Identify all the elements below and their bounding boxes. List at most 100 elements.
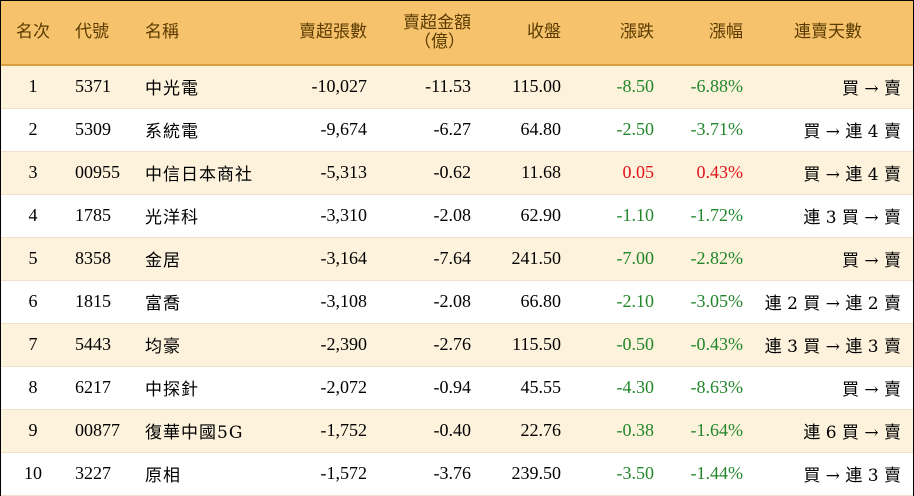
header-code: 代號 [65,1,127,66]
rank-cell: 4 [1,194,65,238]
consecutive-days-cell: 連 3 買 → 連 3 賣 [743,323,913,367]
net-sell-amount-cell: -0.94 [367,366,471,410]
rank-cell: 3 [1,151,65,195]
header-close: 收盤 [471,1,561,66]
close-price-cell: 45.55 [471,366,561,410]
consecutive-days-cell: 買 → 賣 [743,237,913,281]
table-row: 8 6217 中探針 -2,072 -0.94 45.55 -4.30 -8.63% 買 → 賣 [1,366,913,410]
net-sell-amount-cell: -2.08 [367,280,471,324]
net-sell-lots-cell: -3,164 [247,237,367,281]
change-pct-cell: -8.63% [654,366,743,410]
header-rank: 名次 [1,1,65,66]
close-price-cell: 11.68 [471,151,561,195]
consecutive-days-cell: 買 → 連 4 賣 [743,108,913,152]
rank-cell: 9 [1,409,65,453]
close-price-cell: 115.50 [471,323,561,367]
net-sell-amount-cell: -0.40 [367,409,471,453]
code-cell: 1785 [65,194,127,238]
stock-name-cell: 均豪 [127,323,247,367]
net-sell-lots-cell: -3,108 [247,280,367,324]
code-cell: 5309 [65,108,127,152]
table-row: 6 1815 富喬 -3,108 -2.08 66.80 -2.10 -3.05% 連 2 買 … [1,280,913,324]
change-pct-cell: -1.64% [654,409,743,453]
change-cell: -0.50 [561,323,654,367]
code-cell: 8358 [65,237,127,281]
table-row: 4 1785 光洋科 -3,310 -2.08 62.90 -1.10 -1.72% 連 3 買… [1,194,913,238]
rank-cell: 6 [1,280,65,324]
header-change: 漲跌 [561,1,654,66]
table-row: 2 5309 系統電 -9,674 -6.27 64.80 -2.50 -3.71% 買 → 連… [1,108,913,152]
net-sell-amount-cell: -7.64 [367,237,471,281]
net-sell-amount-cell: -6.27 [367,108,471,152]
consecutive-days-cell: 買 → 連 3 賣 [743,452,913,496]
consecutive-days-cell: 連 6 買 → 賣 [743,409,913,453]
close-price-cell: 66.80 [471,280,561,324]
stock-name-cell: 中信日本商社 [127,151,252,195]
change-pct-cell: -6.88% [654,65,743,109]
table-row: 7 5443 均豪 -2,390 -2.76 115.50 -0.50 -0.43% 連 3 買… [1,323,913,367]
close-price-cell: 22.76 [471,409,561,453]
net-sell-amount-cell: -2.08 [367,194,471,238]
net-sell-lots-cell: -2,072 [247,366,367,410]
table-row: 1 5371 中光電 -10,027 -11.53 115.00 -8.50 -6.88% 買 … [1,65,913,109]
header-net-sell-amount: 賣超金額 （億） [367,1,471,66]
table-row: 10 3227 原相 -1,572 -3.76 239.50 -3.50 -1.44% 買 → … [1,452,913,496]
stock-name-cell: 富喬 [127,280,247,324]
stock-name-cell: 復華中國5G [127,409,247,453]
code-cell: 00955 [65,151,127,195]
stock-name-cell: 原相 [127,452,247,496]
net-sell-lots-cell: -1,572 [247,452,367,496]
change-cell: -7.00 [561,237,654,281]
change-cell: 0.05 [561,151,654,195]
code-cell: 1815 [65,280,127,324]
change-pct-cell: -2.82% [654,237,743,281]
close-price-cell: 241.50 [471,237,561,281]
consecutive-days-cell: 連 2 買 → 連 2 賣 [743,280,913,324]
stock-name-cell: 光洋科 [127,194,247,238]
close-price-cell: 62.90 [471,194,561,238]
table-row: 5 8358 金居 -3,164 -7.64 241.50 -7.00 -2.82% 買 → 賣 [1,237,913,281]
net-sell-amount-cell: -2.76 [367,323,471,367]
change-cell: -8.50 [561,65,654,109]
net-sell-lots-cell: -3,310 [247,194,367,238]
header-net-sell-amount-line2: （億） [414,31,465,52]
header-net-sell-amount-line1: 賣超金額 [403,12,471,33]
stock-name-cell: 金居 [127,237,247,281]
change-pct-cell: -0.43% [654,323,743,367]
stock-name-cell: 中光電 [127,65,247,109]
consecutive-days-cell: 買 → 賣 [743,366,913,410]
code-cell: 5443 [65,323,127,367]
rank-cell: 2 [1,108,65,152]
consecutive-days-cell: 買 → 連 4 賣 [743,151,913,195]
header-name: 名稱 [127,1,247,66]
consecutive-days-cell: 買 → 賣 [743,65,913,109]
change-cell: -1.10 [561,194,654,238]
close-price-cell: 64.80 [471,108,561,152]
code-cell: 00877 [65,409,127,453]
change-pct-cell: -1.72% [654,194,743,238]
consecutive-days-cell: 連 3 買 → 賣 [743,194,913,238]
change-cell: -2.50 [561,108,654,152]
stock-name-cell: 中探針 [127,366,247,410]
change-pct-cell: -3.71% [654,108,743,152]
stock-name-cell: 系統電 [127,108,247,152]
close-price-cell: 115.00 [471,65,561,109]
code-cell: 6217 [65,366,127,410]
table-header-row: 名次 代號 名稱 賣超張數 賣超金額 （億） 收盤 漲跌 漲幅 連賣天數 [1,1,913,66]
header-change-pct: 漲幅 [654,1,743,66]
net-sell-amount-cell: -3.76 [367,452,471,496]
change-cell: -3.50 [561,452,654,496]
change-pct-cell: 0.43% [654,151,743,195]
rank-cell: 5 [1,237,65,281]
close-price-cell: 239.50 [471,452,561,496]
rank-cell: 1 [1,65,65,109]
change-pct-cell: -1.44% [654,452,743,496]
change-cell: -4.30 [561,366,654,410]
net-sell-amount-cell: -11.53 [367,65,471,109]
change-pct-cell: -3.05% [654,280,743,324]
change-cell: -0.38 [561,409,654,453]
net-sell-lots-cell: -2,390 [247,323,367,367]
change-cell: -2.10 [561,280,654,324]
